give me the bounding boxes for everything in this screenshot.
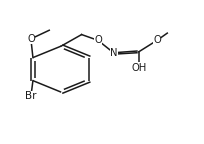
Text: Br: Br: [25, 91, 37, 102]
Text: N: N: [111, 48, 118, 58]
Text: O: O: [94, 35, 102, 45]
Text: OH: OH: [131, 63, 146, 73]
Text: O: O: [27, 34, 35, 44]
Text: O: O: [153, 35, 161, 45]
